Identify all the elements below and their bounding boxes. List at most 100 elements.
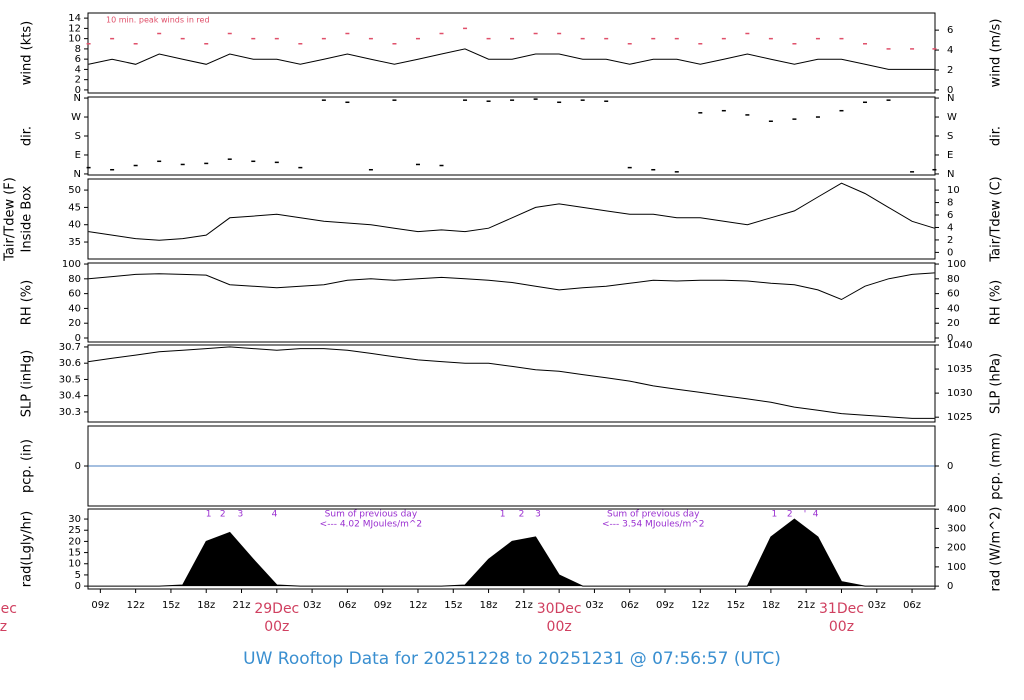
- area-fill: [88, 519, 935, 587]
- line: [88, 272, 935, 301]
- point: [768, 37, 773, 40]
- point: [721, 109, 726, 112]
- point: [180, 163, 185, 166]
- y-tick-label: 30.5: [59, 374, 81, 385]
- y-tick-label: 60: [68, 289, 81, 300]
- point: [86, 166, 91, 169]
- point: [863, 43, 868, 45]
- sum-note: Sum of previous day: [325, 510, 418, 520]
- point: [110, 37, 115, 40]
- point: [133, 164, 138, 167]
- y-tick-label: 5: [75, 570, 81, 581]
- y-tick-label: 10: [68, 559, 81, 570]
- point: [604, 100, 609, 102]
- x-tick-label: 09z: [91, 600, 109, 611]
- point: [815, 37, 820, 40]
- y-tick-label: E: [75, 150, 81, 161]
- panel-frame: [87, 262, 936, 343]
- y2-axis-label: rad (W/m^2): [989, 507, 1004, 592]
- point: [839, 109, 844, 112]
- day-label: 29Dec: [254, 601, 299, 617]
- point: [110, 168, 115, 171]
- y-axis-label: Tair/Tdew (F): [3, 177, 18, 262]
- y-tick-label: 6: [75, 54, 81, 65]
- x-tick-label: 03z: [868, 600, 886, 611]
- day-sublabel: 00z: [547, 619, 572, 635]
- y2-tick-label: 1025: [947, 412, 972, 423]
- line: [88, 48, 935, 70]
- point: [792, 118, 797, 120]
- x-tick-label: 21z: [797, 600, 815, 611]
- y2-tick-label: 0: [947, 581, 953, 592]
- point: [580, 99, 585, 101]
- hour-mark: 2: [787, 510, 793, 520]
- y-axis-label: RH (%): [20, 280, 35, 325]
- y2-axis-label: wind (m/s): [989, 19, 1004, 88]
- point: [298, 166, 303, 169]
- point: [698, 43, 703, 45]
- y2-axis-label: dir.: [989, 126, 1004, 146]
- y2-tick-label: 6: [947, 210, 953, 221]
- y-tick-label: 20: [68, 318, 81, 329]
- point: [321, 99, 326, 101]
- point: [133, 43, 138, 45]
- day-label: 31Dec: [819, 601, 864, 617]
- hour-mark: 3: [237, 510, 243, 520]
- y2-tick-label: 300: [947, 523, 966, 534]
- y-tick-label: 40: [68, 220, 81, 231]
- y-tick-label: 4: [75, 64, 81, 75]
- point: [368, 168, 373, 171]
- y-tick-label: 30.4: [59, 391, 81, 402]
- point: [439, 164, 444, 167]
- y2-axis-label: Tair/Tdew (C): [989, 176, 1004, 262]
- point: [510, 37, 515, 40]
- y-tick-label: 25: [68, 525, 81, 536]
- panel-frame: [87, 508, 936, 590]
- point: [251, 160, 256, 163]
- area-outline: [88, 518, 935, 587]
- day-sublabel: 00z: [0, 619, 7, 635]
- y-tick-label: 14: [68, 13, 81, 24]
- point: [815, 116, 820, 118]
- point: [557, 32, 562, 35]
- y-tick-label: 0: [75, 581, 81, 592]
- x-tick-label: 15z: [444, 600, 462, 611]
- panel-frame: [87, 344, 936, 423]
- line: [88, 346, 935, 419]
- y2-tick-label: 100: [947, 259, 966, 270]
- point: [486, 100, 491, 102]
- point: [510, 99, 515, 101]
- y2-axis-label: pcp. (mm): [989, 432, 1004, 499]
- panel-frame: [87, 12, 936, 94]
- y-tick-label: 30: [68, 514, 81, 525]
- point: [674, 171, 679, 173]
- point: [274, 161, 279, 164]
- point: [298, 43, 303, 45]
- y2-tick-label: 1035: [947, 364, 972, 375]
- y2-tick-label: 0: [947, 247, 953, 258]
- point: [910, 171, 915, 173]
- y2-tick-label: 4: [947, 45, 953, 56]
- y2-tick-label: E: [947, 150, 953, 161]
- y2-tick-label: 100: [947, 562, 966, 573]
- point: [251, 37, 256, 40]
- point: [533, 32, 538, 35]
- point: [157, 160, 162, 163]
- x-tick-label: 12z: [691, 600, 709, 611]
- day-sublabel: 00z: [829, 619, 854, 635]
- y-tick-label: 0: [75, 333, 81, 344]
- y2-tick-label: 1040: [947, 340, 972, 351]
- sum-note: Sum of previous day: [607, 510, 700, 520]
- point: [415, 37, 420, 40]
- x-tick-label: 15z: [727, 600, 745, 611]
- x-tick-label: 18z: [197, 600, 215, 611]
- point: [345, 101, 350, 104]
- y-tick-label: 0: [75, 461, 81, 472]
- y2-tick-label: 2: [947, 65, 953, 76]
- y2-tick-label: 10: [947, 185, 960, 196]
- point: [86, 43, 91, 45]
- point: [886, 99, 891, 101]
- x-tick-label: 03z: [585, 600, 603, 611]
- point: [486, 37, 491, 40]
